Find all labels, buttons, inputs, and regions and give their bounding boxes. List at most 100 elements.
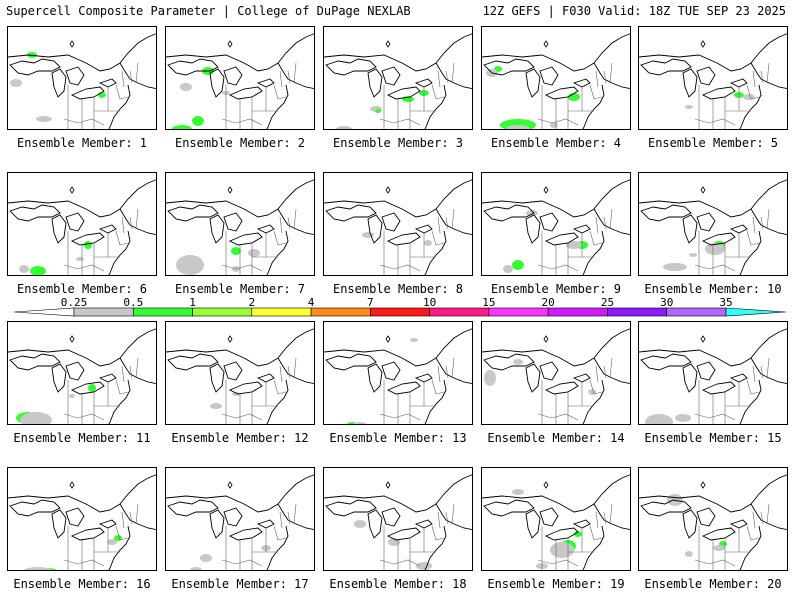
scp-shade-low: [503, 265, 513, 273]
coastline: [640, 204, 692, 222]
state-border: [431, 525, 445, 541]
scp-shade-low: [410, 338, 418, 342]
coastline: [701, 86, 736, 100]
scp-shade-high: [98, 92, 106, 98]
coastline: [209, 509, 225, 539]
coastline: [482, 33, 630, 72]
coastline: [483, 353, 535, 371]
member-map: [323, 321, 473, 425]
state-border: [279, 70, 283, 88]
state-border: [746, 525, 760, 541]
state-border: [746, 379, 760, 395]
coastline: [414, 224, 433, 234]
scp-shade-low: [689, 253, 697, 257]
coastline: [9, 204, 61, 222]
coastline: [223, 361, 243, 381]
colorbar: 0.25 0.5 1 2 4 7 10 15 20 25 30 35: [0, 296, 800, 320]
member-label: Ensemble Member: 14: [487, 431, 625, 445]
scp-shade-low: [19, 265, 29, 273]
coastline: [701, 381, 736, 395]
coastline: [435, 62, 472, 90]
coastline: [166, 179, 314, 218]
member-map: [481, 467, 631, 571]
coastline: [582, 230, 605, 275]
state-border: [293, 357, 297, 379]
state-border: [451, 357, 455, 379]
coastline: [367, 68, 383, 98]
member-map: [323, 26, 473, 130]
state-border: [589, 84, 603, 100]
colorbar-segment: [666, 307, 727, 317]
scp-shade-low: [424, 240, 432, 246]
coastline: [482, 328, 630, 367]
coastline: [277, 208, 314, 236]
state-border: [273, 84, 287, 100]
scp-shade-low: [210, 403, 222, 409]
chart-title: Supercell Composite Parameter | College …: [6, 4, 411, 18]
map-canvas: [166, 179, 314, 275]
colorbar-segment: [429, 307, 490, 317]
member-map: [165, 321, 315, 425]
member-map: [638, 172, 788, 276]
coastline: [324, 33, 472, 72]
colorbar-segment: [310, 307, 371, 317]
coastline: [525, 363, 541, 393]
coastline: [228, 86, 263, 100]
scp-shade-low: [353, 422, 367, 424]
member-label: Ensemble Member: 9: [490, 282, 622, 296]
coastline: [593, 357, 630, 385]
colorbar-segment: [547, 307, 608, 317]
coastline: [414, 519, 433, 529]
coastline: [424, 84, 447, 129]
scp-shade-low: [506, 125, 530, 129]
coastline: [729, 224, 748, 234]
coastline: [483, 499, 535, 517]
member-map: [638, 321, 788, 425]
member-label: Ensemble Member: 20: [644, 577, 782, 591]
coastline: [640, 58, 692, 76]
state-border: [221, 264, 263, 272]
valid-time: 12Z GEFS | F030 Valid: 18Z TUE SEP 23 20…: [482, 4, 786, 18]
coastline: [256, 78, 275, 88]
scp-shade-low: [513, 359, 523, 365]
coastline: [9, 58, 61, 76]
state-border: [746, 230, 760, 246]
member-map: [481, 172, 631, 276]
member-map: [7, 172, 157, 276]
coastline: [367, 509, 383, 539]
coastline: [572, 224, 591, 234]
state-border: [287, 511, 291, 525]
state-border: [760, 70, 764, 84]
coastline: [701, 527, 736, 541]
state-border: [589, 525, 603, 541]
state-border: [437, 216, 441, 234]
coastline: [414, 373, 433, 383]
state-border: [595, 511, 599, 529]
coastline: [98, 78, 117, 88]
coastline: [640, 499, 692, 517]
coastline: [324, 474, 472, 513]
state-border: [451, 62, 455, 84]
state-border: [115, 230, 129, 246]
state-border: [431, 230, 445, 246]
state-border: [437, 70, 441, 88]
state-border: [694, 559, 736, 567]
coastline: [167, 353, 219, 371]
diamond-marker: [69, 481, 75, 489]
state-border: [273, 379, 287, 395]
scp-shade-high: [172, 125, 192, 129]
coastline: [51, 509, 67, 539]
coastline: [108, 84, 131, 129]
coastline: [696, 361, 716, 381]
member-map: [481, 321, 631, 425]
colorbar-tick-label: 25: [600, 296, 615, 309]
scp-shade-low: [550, 542, 574, 558]
state-border: [603, 70, 607, 84]
state-border: [129, 511, 133, 525]
coastline: [8, 474, 156, 513]
diamond-marker: [543, 40, 549, 48]
coastline: [386, 527, 421, 541]
state-border: [287, 365, 291, 379]
state-border: [121, 216, 125, 234]
state-border: [121, 365, 125, 383]
